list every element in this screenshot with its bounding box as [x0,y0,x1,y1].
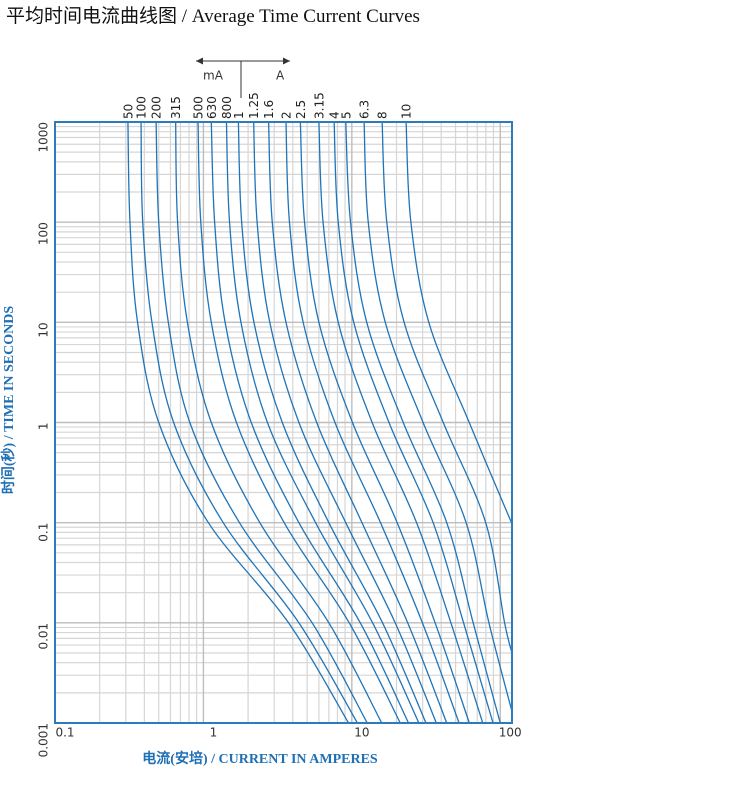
rating-label: 2.5 [294,100,308,119]
rating-label: 4 [328,111,342,119]
curve [252,122,437,723]
rating-label: 6.3 [358,100,372,119]
rating-label: 200 [150,96,164,119]
y-tick-label: 10 [37,322,51,337]
rating-label: 10 [400,104,414,119]
curve [237,122,427,723]
y-tick-label: 100 [37,222,51,245]
curve [225,122,420,723]
y-tick-label: 0.01 [37,623,51,650]
rating-label: 50 [121,104,135,119]
curve [285,122,460,723]
x-tick-label: 100 [499,726,522,740]
curve [333,122,494,723]
unit-label: A [276,69,285,83]
rating-label: 1.6 [262,100,276,119]
curve [345,122,501,723]
curve [363,122,512,712]
curve [381,122,512,654]
rating-label: 5 [339,111,353,119]
rating-label: 100 [135,96,149,119]
unit-label: mA [203,69,224,83]
rating-label: 500 [192,96,206,119]
curve [318,122,484,723]
curve [197,122,401,723]
rating-label: 315 [169,96,183,119]
curve [174,122,383,723]
x-tick-label: 1 [210,726,218,740]
curve [210,122,410,723]
chart-title: 平均时间电流曲线图 / Average Time Current Curves [6,5,420,27]
y-tick-label: 0.001 [37,723,51,757]
y-tick-label: 1 [37,423,51,431]
rating-label: 1.25 [247,92,261,119]
rating-label: 800 [220,96,234,119]
rating-label: 8 [376,111,390,119]
curve [267,122,448,723]
rating-label: 1 [232,111,246,119]
rating-label: 3.15 [312,92,326,119]
curve [155,122,368,723]
x-tick-label: 0.1 [55,726,74,740]
x-tick-label: 10 [354,726,369,740]
y-tick-label: 1000 [37,122,51,153]
y-axis-title: 时间(秒) / TIME IN SECONDS [0,306,17,494]
plot-frame [54,121,513,724]
x-axis-title: 电流(安培) / CURRENT IN AMPERES [142,750,378,767]
unit-indicator: mA A [196,57,290,98]
y-tick-label: 0.1 [37,523,51,542]
curves [127,122,512,723]
curve [127,122,350,723]
curve [299,122,470,723]
rating-label: 2 [279,111,293,119]
curve [405,122,512,523]
curve [140,122,358,723]
rating-label: 630 [205,96,219,119]
